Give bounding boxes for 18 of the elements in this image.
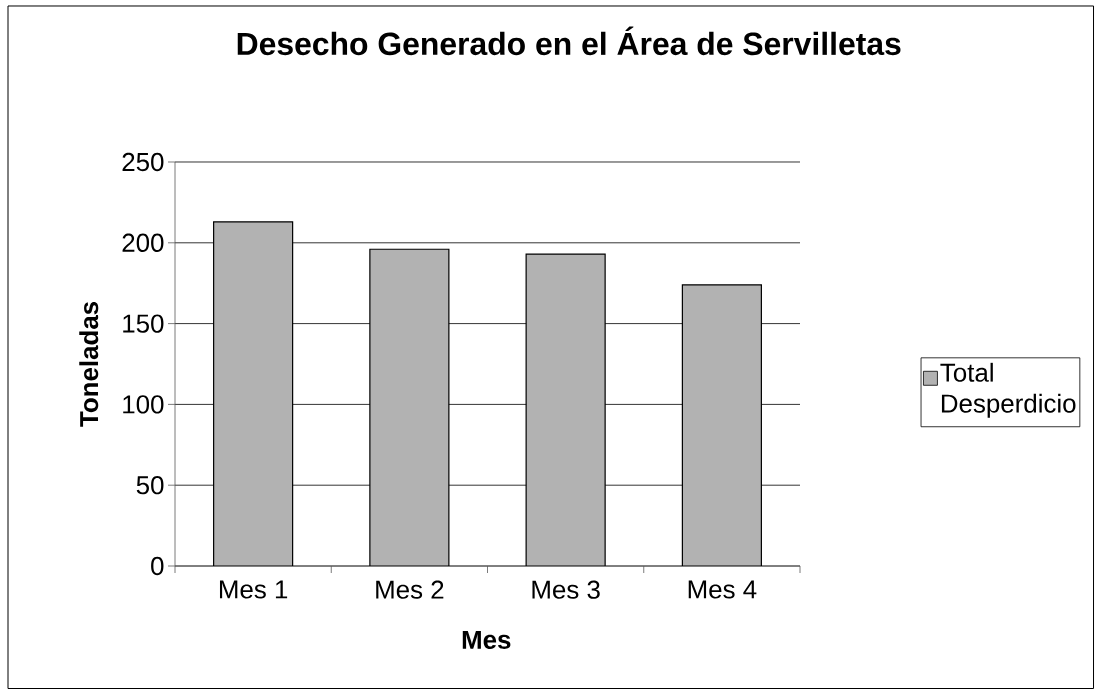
bar	[525, 253, 606, 566]
chart-title: Desecho Generado en el Área de Servilletas	[237, 26, 901, 56]
y-axis-title: Toneladas	[79, 301, 99, 427]
y-tick-label: 250	[122, 152, 164, 172]
x-tick-label: Mes 1	[219, 580, 288, 599]
legend-label: Total Desperdicio	[940, 362, 1076, 418]
y-tick-label: 200	[122, 233, 164, 252]
bar	[681, 284, 762, 566]
x-tick-label: Mes 4	[688, 580, 757, 599]
bar	[369, 248, 450, 566]
y-tick-label: 0	[151, 556, 164, 576]
y-tick-label: 50	[136, 476, 164, 495]
x-tick-label: Mes 2	[376, 580, 444, 599]
x-tick-label: Mes 3	[532, 580, 600, 599]
x-axis-title: Mes	[462, 630, 511, 649]
bar	[213, 221, 294, 566]
y-tick-label: 100	[123, 395, 164, 414]
y-tick-label: 150	[123, 314, 164, 333]
